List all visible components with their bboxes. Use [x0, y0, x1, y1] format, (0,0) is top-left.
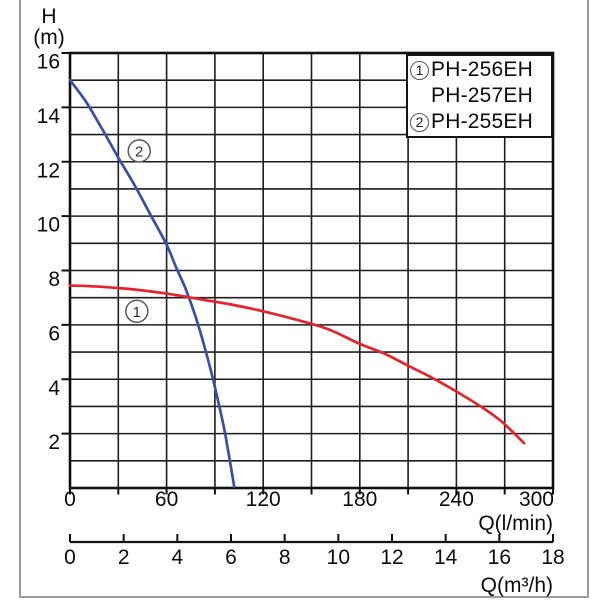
x-axis-title-m3h: Q(m³/h)	[480, 574, 553, 597]
x-tick-label-lmin: 120	[246, 488, 281, 511]
x-tick-label-lmin: 60	[155, 488, 178, 511]
x-tick-label-lmin: 180	[342, 488, 377, 511]
y-tick-label: 4	[48, 377, 60, 400]
legend-item: 2 PH-255EH	[410, 110, 551, 135]
legend-marker-circle-1: 1	[410, 60, 429, 80]
page-frame-bottom	[19, 596, 589, 598]
y-tick-label: 16	[37, 51, 60, 74]
x-tick-label-m3h: 0	[64, 546, 76, 569]
legend: 1 PH-256EH PH-257EH 2 PH-255EH	[406, 54, 553, 138]
legend-label: PH-257EH	[431, 84, 533, 107]
legend-item: PH-257EH	[410, 84, 551, 109]
curve-annotation-number: 1	[133, 304, 141, 321]
curve-annotation-circle-2	[127, 139, 151, 163]
x-tick-label-m3h: 4	[171, 546, 183, 569]
legend-label: PH-256EH	[431, 58, 533, 81]
x-axis-title-lmin: Q(l/min)	[478, 512, 553, 535]
x-tick-label-m3h: 6	[225, 546, 237, 569]
y-tick-label: 8	[48, 268, 60, 291]
x-tick-label-m3h: 12	[380, 546, 403, 569]
y-axis-title-unit: (m)	[33, 26, 65, 49]
curve-annotation-circle-1	[125, 299, 149, 324]
x-tick-label-m3h: 8	[279, 546, 291, 569]
y-tick-label: 6	[48, 322, 60, 345]
y-tick-label: 2	[48, 431, 60, 454]
x-tick-label-m3h: 16	[488, 546, 511, 569]
x-tick-label-m3h: 10	[327, 546, 350, 569]
y-axis-title: H (m)	[27, 6, 71, 48]
y-tick-label: 14	[37, 105, 61, 128]
y-tick-label: 12	[37, 159, 60, 182]
curve-annotation-number: 2	[135, 143, 143, 160]
y-tick-label: 10	[37, 214, 60, 237]
x-tick-label-lmin: 300	[519, 488, 554, 511]
x-tick-label-lmin: 0	[64, 488, 76, 511]
x-tick-label-m3h: 14	[434, 546, 458, 569]
curve-ph-255eh	[68, 78, 236, 488]
page-frame-right	[587, 0, 589, 598]
x-tick-label-m3h: 18	[541, 546, 564, 569]
x-tick-label-lmin: 240	[439, 488, 474, 511]
curve-ph-256eh-ph-257eh	[68, 284, 526, 445]
legend-label: PH-255EH	[431, 110, 533, 133]
y-axis-title-symbol: H	[41, 5, 57, 28]
legend-marker-circle-2: 2	[410, 112, 429, 132]
x-tick-label-m3h: 2	[118, 546, 130, 569]
page-frame-left	[19, 0, 21, 598]
legend-item: 1 PH-256EH	[410, 58, 551, 83]
